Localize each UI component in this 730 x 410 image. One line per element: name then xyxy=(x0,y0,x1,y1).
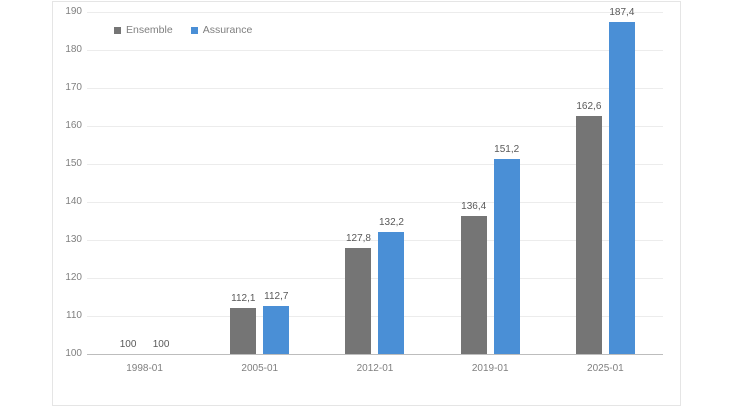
value-label: 162,6 xyxy=(576,101,602,113)
x-category-label: 2012-01 xyxy=(356,363,394,374)
x-category-label: 2005-01 xyxy=(241,363,279,374)
y-tick-label: 100 xyxy=(65,348,82,359)
value-label: 151,2 xyxy=(494,144,520,156)
value-label: 136,4 xyxy=(461,200,487,212)
x-category-label: 1998-01 xyxy=(126,363,163,374)
gridline xyxy=(87,164,663,165)
bar-ensemble-2012-01: 127,8 xyxy=(345,233,372,354)
bar-group-2005-01: 112,1 112,7 xyxy=(202,12,317,354)
bar-group-2019-01: 136,4 151,2 xyxy=(433,12,548,354)
legend-label-assurance: Assurance xyxy=(202,24,253,36)
bar-ensemble-2025-01: 162,6 xyxy=(575,101,602,354)
bar-assurance-2019-01: 151,2 xyxy=(493,144,520,354)
gridline xyxy=(87,202,663,203)
value-label: 100 xyxy=(152,339,170,350)
bar-group-2025-01: 162,6 187,4 xyxy=(548,7,663,354)
bar-ensemble-2019-01: 136,4 xyxy=(460,201,487,354)
gridline xyxy=(87,12,663,13)
bar-assurance-2005-01: 112,7 xyxy=(263,291,290,354)
gridline xyxy=(87,316,663,317)
gridline xyxy=(87,88,663,89)
value-label: 187,4 xyxy=(609,6,635,18)
y-tick-label: 110 xyxy=(66,310,82,321)
legend-swatch-assurance xyxy=(190,26,198,34)
gridline xyxy=(87,278,663,279)
legend-swatch-ensemble xyxy=(114,26,121,34)
legend-item-ensemble: Ensemble xyxy=(114,24,173,36)
legend-item-assurance: Assurance xyxy=(190,24,253,36)
value-label: 112,1 xyxy=(231,293,256,304)
gridline xyxy=(87,50,663,51)
gridline xyxy=(87,126,663,127)
value-label: 132,2 xyxy=(378,216,404,228)
x-category-label: 2025-01 xyxy=(587,363,624,374)
gridline xyxy=(87,240,663,241)
bar-assurance-2025-01: 187,4 xyxy=(608,7,635,354)
plot-area: 190 180 170 160 150 140 130 120 110 100 100 100 1998… xyxy=(53,2,680,405)
y-tick-label: 190 xyxy=(65,6,82,17)
bar-group-1998-01: 100 100 xyxy=(87,12,202,354)
y-tick-label: 130 xyxy=(65,234,82,245)
bar-ensemble-2005-01: 112,1 xyxy=(230,293,257,354)
y-tick-label: 180 xyxy=(65,44,82,55)
y-tick-label: 150 xyxy=(65,158,82,169)
y-tick-label: 160 xyxy=(65,120,82,131)
x-axis-line xyxy=(87,354,663,355)
value-label: 127,8 xyxy=(345,233,371,245)
value-label: 100 xyxy=(119,339,137,350)
legend-label-ensemble: Ensemble xyxy=(126,24,173,36)
x-category-label: 2019-01 xyxy=(471,363,509,374)
y-tick-label: 120 xyxy=(65,272,82,283)
y-tick-label: 170 xyxy=(65,82,82,93)
y-tick-label: 140 xyxy=(65,196,82,207)
chart-card: Ensemble Assurance 190 180 170 160 150 140 130… xyxy=(52,1,681,406)
value-label: 112,7 xyxy=(264,290,289,302)
bar-assurance-2012-01: 132,2 xyxy=(378,217,405,354)
bar-group-2012-01: 127,8 132,2 xyxy=(317,12,432,354)
chart-legend: Ensemble Assurance xyxy=(114,24,252,36)
